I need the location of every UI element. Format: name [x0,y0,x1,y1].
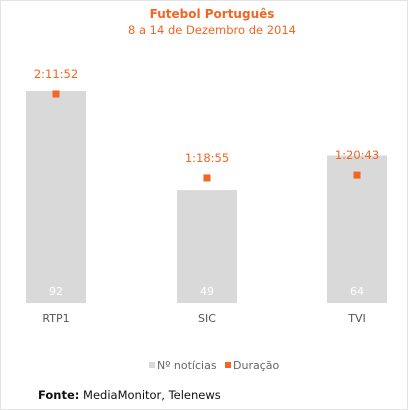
bar-sic [177,190,237,303]
bar-value-label: 64 [350,285,364,298]
duration-label: 1:18:55 [185,151,229,165]
source-note: Fonte: MediaMonitor, Telenews [38,388,221,402]
plot-area: 92 RTP1 2:11:52 49 SIC 1:18:55 64 TVI 1:20:43 [26,67,387,325]
legend-swatch-0 [149,362,155,368]
category-label: SIC [198,312,216,325]
duration-marker [353,171,361,179]
bar-value-label: 92 [49,285,63,298]
legend-label-1: Duração [233,359,279,372]
duration-marker [52,90,60,98]
category-label: RTP1 [42,312,69,325]
bar-tvi [327,155,387,303]
legend-label-0: Nº notícias [157,359,217,372]
source-label: Fonte: [38,388,80,402]
source-text: MediaMonitor, Telenews [83,388,221,402]
chart-subtitle: 8 a 14 de Dezembro de 2014 [128,23,296,37]
legend: Nº notícias Duração [149,359,279,372]
chart-title: Futebol Português [150,7,275,21]
duration-marker [203,174,211,182]
duration-label: 2:11:52 [34,67,78,81]
bar-value-label: 49 [200,285,214,298]
duration-label: 1:20:43 [335,148,379,162]
category-label: TVI [347,312,366,325]
bar-rtp1 [26,91,86,303]
legend-swatch-1 [225,362,231,368]
